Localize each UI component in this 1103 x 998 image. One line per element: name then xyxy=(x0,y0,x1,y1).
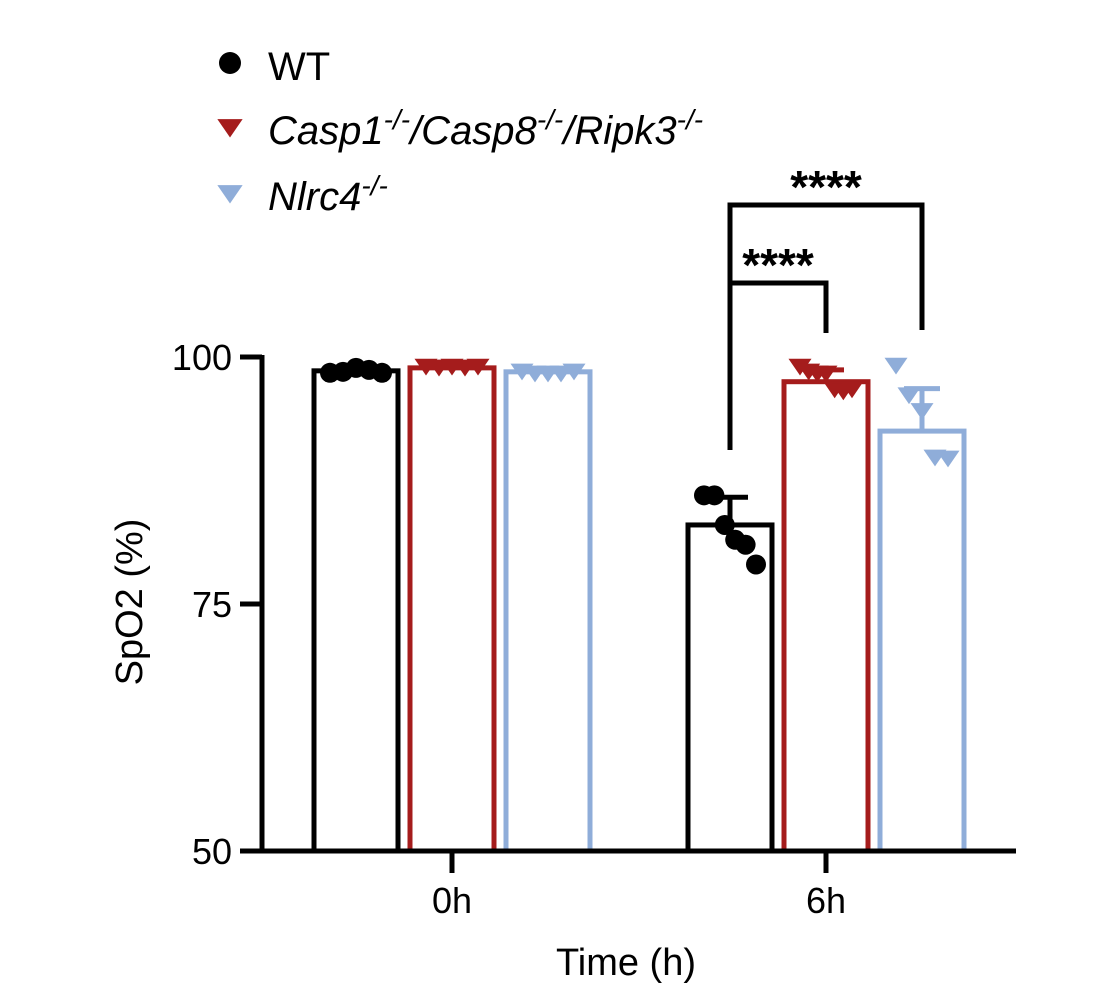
y-tick-label: 50 xyxy=(192,831,232,872)
x-tick-label: 6h xyxy=(806,880,846,921)
significance-label: **** xyxy=(742,239,814,291)
legend-marker xyxy=(217,119,243,138)
legend-marker xyxy=(219,52,241,74)
bar-triangle-down-0h xyxy=(407,365,497,854)
data-point xyxy=(735,534,756,555)
data-point xyxy=(372,362,392,383)
x-tick-label: 0h xyxy=(432,880,472,921)
data-points xyxy=(320,357,960,575)
legend-label: Casp1-/-/Casp8-/-/Ripk3-/- xyxy=(268,104,703,154)
bar-triangle-down-0h xyxy=(503,369,593,854)
axes: 50 75 100 0h 6h xyxy=(172,337,1016,921)
y-axis-label: SpO2 (%) xyxy=(109,519,151,686)
error-bars xyxy=(712,367,940,525)
data-point xyxy=(746,554,766,575)
y-tick-label: 75 xyxy=(192,584,232,625)
data-point xyxy=(884,357,908,375)
data-point xyxy=(466,358,490,376)
significance-annotations: **** **** xyxy=(727,161,925,450)
data-point xyxy=(562,363,586,381)
bars xyxy=(311,365,967,854)
significance-bracket xyxy=(727,202,925,450)
bar-triangle-down-6h xyxy=(781,379,871,854)
legend-label: WT xyxy=(268,45,330,89)
significance-label: **** xyxy=(790,161,862,213)
data-point xyxy=(936,450,960,468)
x-axis-label: Time (h) xyxy=(556,942,696,984)
legend-label: Nlrc4-/- xyxy=(268,170,388,220)
bar-circle-0h xyxy=(311,368,401,854)
bar-triangle-down-6h xyxy=(877,428,967,854)
data-point xyxy=(897,387,921,405)
legend: WT Casp1-/-/Casp8-/-/Ripk3-/- Nlrc4-/- xyxy=(217,45,703,219)
data-point xyxy=(840,381,864,399)
legend-marker xyxy=(217,185,243,204)
y-tick-label: 100 xyxy=(172,337,232,378)
